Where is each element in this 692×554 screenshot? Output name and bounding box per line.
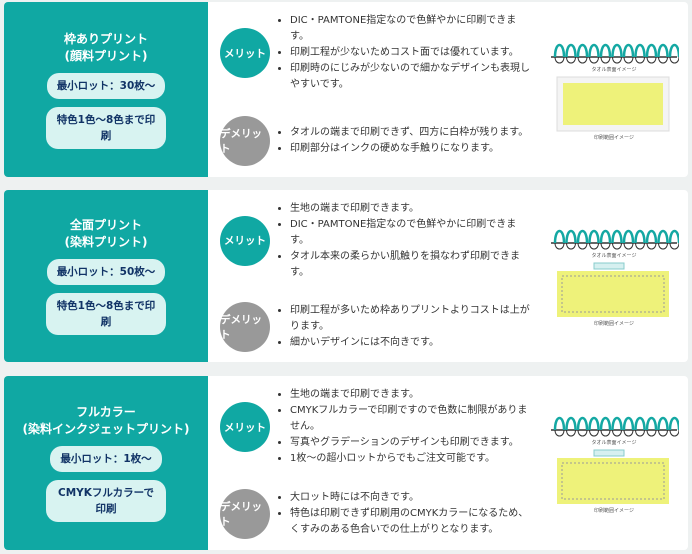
demerit-badge: デメリット [220, 489, 270, 539]
illustration: タオル表面イメージ 印刷範囲イメージ [540, 2, 688, 177]
pros-cons: メリット生地の端まで印刷できます。DIC・PAMTONE指定なので色鮮やかに印刷… [208, 190, 540, 362]
card-subtitle: (染料インクジェットプリント) [22, 422, 190, 436]
demerit-row: デメリットタオルの端まで印刷できず、四方に白枠が残ります。印刷部分はインクの硬め… [220, 115, 540, 166]
merit-list: 生地の端まで印刷できます。CMYKフルカラーで印刷ですので色数に制限がありません… [278, 387, 530, 467]
demerit-row: デメリット大ロット時には不向きです。特色は印刷できず印刷用のCMYKカラーになる… [220, 489, 540, 539]
merit-item: 印刷工程が少ないためコスト面では優れています。 [290, 45, 530, 61]
image-caption: タオル表面イメージ [592, 66, 637, 73]
demerit-list: 大ロット時には不向きです。特色は印刷できず印刷用のCMYKカラーになるため、くす… [278, 490, 530, 538]
merit-list: 生地の端まで印刷できます。DIC・PAMTONE指定なので色鮮やかに印刷できます… [278, 201, 530, 281]
illustration: タオル表面イメージ 印刷範囲イメージ [540, 190, 688, 362]
pros-cons: メリットDIC・PAMTONE指定なので色鮮やかに印刷できます。印刷工程が少ない… [208, 2, 540, 177]
demerit-list: 印刷工程が多いため枠ありプリントよりコストは上がります。細かいデザインには不向き… [278, 303, 530, 351]
badge: 最小ロット：50枚～ [46, 259, 166, 285]
merit-list: DIC・PAMTONE指定なので色鮮やかに印刷できます。印刷工程が少ないためコス… [278, 13, 530, 93]
merit-row: メリット生地の端まで印刷できます。DIC・PAMTONE指定なので色鮮やかに印刷… [220, 201, 540, 281]
demerit-list: タオルの端まで印刷できず、四方に白枠が残ります。印刷部分はインクの硬めな手触りに… [278, 125, 530, 157]
merit-row: メリット生地の端まで印刷できます。CMYKフルカラーで印刷ですので色数に制限があ… [220, 387, 540, 467]
demerit-item: 特色は印刷できず印刷用のCMYKカラーになるため、くすみのある色合いでの仕上がり… [290, 506, 530, 538]
card: フルカラー (染料インクジェットプリント) 最小ロット：1枚～ CMYKフルカラーで印… [4, 376, 688, 550]
image-caption: 印刷範囲イメージ [594, 134, 634, 141]
demerit-row: デメリット印刷工程が多いため枠ありプリントよりコストは上がります。細かいデザイン… [220, 301, 540, 352]
badge: 最小ロット：1枚～ [50, 446, 162, 472]
title-panel: 全面プリント (染料プリント) 最小ロット：50枚～ 特色1色～8色まで印刷 [4, 190, 208, 362]
image-caption: 印刷範囲イメージ [594, 320, 634, 327]
card: 枠ありプリント (顔料プリント) 最小ロット：30枚～ 特色1色～8色まで印刷 メリット… [4, 2, 688, 177]
merit-item: タオル本来の柔らかい肌触りを損なわず印刷できます。 [290, 249, 530, 281]
pros-cons: メリット生地の端まで印刷できます。CMYKフルカラーで印刷ですので色数に制限があ… [208, 376, 540, 550]
merit-item: 印刷時のにじみが少ないので細かなデザインも表現しやすいです。 [290, 61, 530, 93]
merit-item: 生地の端まで印刷できます。 [290, 201, 530, 217]
image-caption: 印刷範囲イメージ [594, 507, 634, 514]
image-caption: タオル表面イメージ [592, 439, 637, 446]
badge: 特色1色～8色まで印刷 [46, 106, 166, 149]
card-subtitle: (染料プリント) [64, 235, 148, 249]
merit-badge: メリット [220, 28, 270, 79]
merit-badge: メリット [220, 215, 270, 266]
demerit-badge: デメリット [220, 115, 270, 166]
demerit-item: 印刷工程が多いため枠ありプリントよりコストは上がります。 [290, 303, 530, 335]
badge: 特色1色～8色まで印刷 [46, 293, 166, 335]
image-caption: タオル表面イメージ [592, 252, 637, 259]
demerit-item: 細かいデザインには不向きです。 [290, 335, 530, 351]
illustration: タオル表面イメージ 印刷範囲イメージ [540, 376, 688, 550]
merit-item: 1枚～の超小ロットからでもご注文可能です。 [290, 451, 530, 467]
demerit-item: タオルの端まで印刷できず、四方に白枠が残ります。 [290, 125, 530, 141]
title-panel: 枠ありプリント (顔料プリント) 最小ロット：30枚～ 特色1色～8色まで印刷 [4, 2, 208, 177]
merit-badge: メリット [220, 402, 270, 452]
card-title: フルカラー [76, 405, 136, 419]
card-title: 枠ありプリント [63, 31, 148, 46]
merit-item: DIC・PAMTONE指定なので色鮮やかに印刷できます。 [290, 13, 530, 45]
merit-item: CMYKフルカラーで印刷ですので色数に制限がありません。 [290, 403, 530, 435]
badge: CMYKフルカラーで印刷 [46, 480, 166, 522]
merit-row: メリットDIC・PAMTONE指定なので色鮮やかに印刷できます。印刷工程が少ない… [220, 13, 540, 93]
card: 全面プリント(染料プリント)最小ロット：50枚～特色1色～8色まで印刷メリット生… [4, 190, 688, 362]
card-subtitle: (顔料プリント) [64, 48, 148, 63]
title-panel: フルカラー (染料インクジェットプリント) 最小ロット：1枚～ CMYKフルカラーで印… [4, 376, 208, 550]
merit-item: 生地の端まで印刷できます。 [290, 387, 530, 403]
card-title: 全面プリント [69, 218, 142, 232]
demerit-item: 大ロット時には不向きです。 [290, 490, 530, 506]
demerit-item: 印刷部分はインクの硬めな手触りになります。 [290, 141, 530, 157]
demerit-badge: デメリット [220, 301, 270, 352]
badge: 最小ロット：30枚～ [46, 72, 166, 99]
merit-item: DIC・PAMTONE指定なので色鮮やかに印刷できます。 [290, 217, 530, 249]
merit-item: 写真やグラデーションのデザインも印刷できます。 [290, 435, 530, 451]
